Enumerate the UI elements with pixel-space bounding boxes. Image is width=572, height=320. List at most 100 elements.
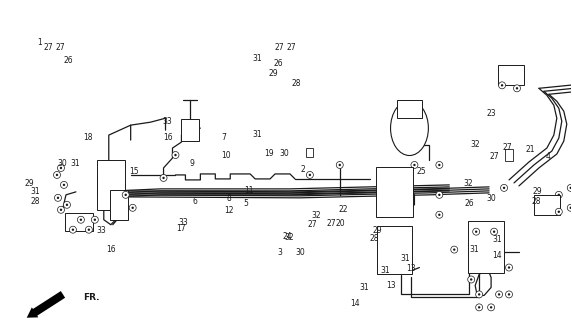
Circle shape (508, 293, 510, 296)
Bar (307, 148, 313, 156)
Bar (181, 119, 200, 141)
Text: 33: 33 (178, 218, 188, 227)
Text: 15: 15 (130, 167, 140, 176)
Circle shape (69, 226, 77, 233)
Circle shape (503, 187, 505, 189)
Circle shape (174, 154, 177, 156)
Circle shape (468, 276, 475, 283)
Circle shape (72, 228, 74, 231)
Text: 22: 22 (338, 205, 348, 214)
Text: FR.: FR. (83, 293, 100, 302)
Circle shape (570, 207, 572, 209)
Circle shape (77, 216, 85, 223)
Text: 30: 30 (486, 194, 496, 203)
Circle shape (413, 164, 416, 166)
Circle shape (500, 184, 507, 191)
Circle shape (478, 293, 480, 296)
Text: 1: 1 (38, 38, 42, 47)
Bar (97, 160, 125, 210)
Circle shape (80, 219, 82, 221)
Text: 31: 31 (381, 266, 391, 276)
Bar (110, 190, 128, 220)
Text: 24: 24 (283, 232, 292, 241)
Text: 32: 32 (470, 140, 480, 148)
Circle shape (125, 194, 127, 196)
Bar (376, 167, 414, 217)
Circle shape (56, 174, 58, 176)
Circle shape (555, 191, 562, 198)
Ellipse shape (391, 101, 428, 156)
Circle shape (436, 191, 443, 198)
Circle shape (501, 84, 503, 86)
Text: 31: 31 (492, 235, 502, 244)
Circle shape (309, 174, 311, 176)
Circle shape (478, 306, 480, 308)
Text: 18: 18 (84, 133, 93, 142)
Circle shape (498, 293, 500, 296)
Circle shape (63, 184, 65, 186)
Circle shape (85, 226, 92, 233)
Text: 13: 13 (387, 281, 396, 290)
Text: 14: 14 (351, 299, 360, 308)
Text: 21: 21 (525, 145, 534, 154)
Text: 19: 19 (264, 149, 274, 158)
Circle shape (438, 194, 440, 196)
Text: 28: 28 (370, 234, 379, 243)
Circle shape (132, 207, 134, 209)
Circle shape (506, 291, 513, 298)
Circle shape (411, 162, 418, 168)
Text: 20: 20 (336, 219, 345, 228)
Circle shape (475, 230, 478, 233)
Text: 29: 29 (372, 226, 382, 235)
Text: 27: 27 (55, 43, 65, 52)
Text: 29: 29 (533, 188, 542, 196)
Text: 23: 23 (486, 109, 496, 118)
Circle shape (555, 208, 562, 215)
Text: 32: 32 (463, 180, 473, 188)
Text: 33: 33 (162, 117, 172, 126)
Circle shape (499, 82, 506, 89)
Text: 31: 31 (469, 245, 479, 254)
Bar (468, 221, 504, 273)
Circle shape (94, 219, 96, 221)
Circle shape (336, 162, 343, 168)
Text: 9: 9 (189, 159, 194, 168)
Circle shape (438, 213, 440, 216)
Circle shape (516, 87, 518, 90)
Circle shape (436, 211, 443, 218)
Circle shape (476, 304, 483, 311)
Text: 3: 3 (278, 248, 283, 257)
Text: 4: 4 (546, 152, 550, 161)
Circle shape (506, 264, 513, 271)
Circle shape (162, 177, 165, 179)
Circle shape (495, 291, 503, 298)
Circle shape (307, 172, 313, 179)
Circle shape (567, 204, 572, 211)
Text: 26: 26 (464, 198, 474, 207)
Circle shape (58, 164, 65, 172)
Circle shape (63, 201, 70, 208)
Text: 30: 30 (58, 159, 67, 168)
Circle shape (453, 248, 455, 251)
Text: 27: 27 (502, 143, 512, 152)
Text: 13: 13 (407, 264, 416, 273)
Text: 16: 16 (162, 133, 172, 142)
Circle shape (54, 194, 61, 201)
Text: 5: 5 (244, 198, 249, 207)
Text: 33: 33 (96, 226, 106, 235)
Circle shape (558, 211, 560, 213)
Text: 29: 29 (25, 180, 34, 188)
Circle shape (88, 228, 90, 231)
Circle shape (558, 194, 560, 196)
Text: 17: 17 (176, 224, 185, 233)
Text: 6: 6 (192, 197, 197, 206)
Circle shape (129, 204, 136, 211)
Text: 31: 31 (401, 254, 411, 263)
Text: 2: 2 (301, 165, 305, 174)
Circle shape (487, 304, 495, 311)
Text: 26: 26 (63, 56, 73, 65)
Text: 30: 30 (295, 248, 305, 257)
Circle shape (160, 174, 167, 181)
Circle shape (60, 209, 62, 211)
Bar (377, 226, 412, 274)
